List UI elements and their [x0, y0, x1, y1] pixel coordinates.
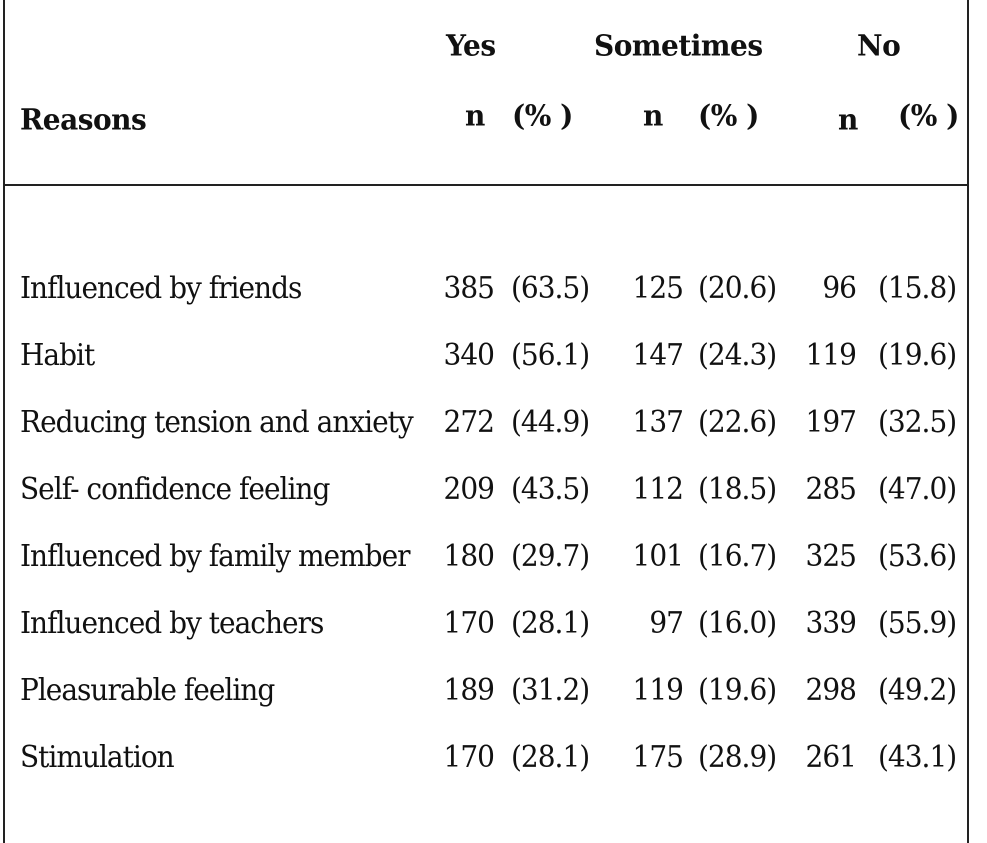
- cell-no-pct: (15.8): [878, 270, 957, 306]
- cell-yes-pct: (31.2): [511, 672, 590, 708]
- cell-yes-pct: (63.5): [511, 270, 590, 306]
- header-sometimes-n: n: [643, 98, 663, 133]
- header-no: No: [857, 28, 901, 63]
- cell-no-n: 325: [805, 538, 857, 574]
- cell-sometimes-n: 112: [632, 471, 684, 507]
- cell-yes-pct: (43.5): [511, 471, 590, 507]
- cell-no-pct: (49.2): [878, 672, 957, 708]
- cell-yes-n: 209: [443, 471, 495, 507]
- row-reason: Self- confidence feeling: [20, 471, 330, 507]
- cell-yes-n: 385: [443, 270, 495, 306]
- row-reason: Reducing tension and anxiety: [20, 404, 414, 440]
- cell-no-pct: (53.6): [878, 538, 957, 574]
- cell-sometimes-pct: (16.7): [698, 538, 777, 574]
- cell-no-n: 96: [822, 270, 857, 306]
- cell-sometimes-pct: (24.3): [698, 337, 777, 373]
- table-frame: [3, 0, 969, 843]
- header-no-n: n: [838, 102, 858, 137]
- row-reason: Influenced by family member: [20, 538, 411, 574]
- row-reason: Stimulation: [20, 739, 175, 775]
- cell-sometimes-n: 101: [632, 538, 684, 574]
- header-yes-n: n: [465, 98, 485, 133]
- row-reason: Pleasurable feeling: [20, 672, 275, 708]
- row-reason: Influenced by teachers: [20, 605, 324, 641]
- row-reason: Habit: [20, 337, 95, 373]
- cell-sometimes-pct: (19.6): [698, 672, 777, 708]
- header-sometimes-pct: (% ): [698, 98, 759, 133]
- cell-yes-pct: (56.1): [511, 337, 590, 373]
- cell-sometimes-pct: (20.6): [698, 270, 777, 306]
- header-divider: [3, 184, 969, 186]
- cell-sometimes-pct: (18.5): [698, 471, 777, 507]
- cell-sometimes-n: 119: [632, 672, 684, 708]
- cell-sometimes-pct: (16.0): [698, 605, 777, 641]
- row-reason: Influenced by friends: [20, 270, 302, 306]
- cell-yes-n: 272: [443, 404, 495, 440]
- cell-no-pct: (55.9): [878, 605, 957, 641]
- header-no-pct: (% ): [898, 98, 959, 133]
- cell-yes-n: 170: [443, 605, 495, 641]
- cell-sometimes-pct: (22.6): [698, 404, 777, 440]
- cell-yes-n: 189: [443, 672, 495, 708]
- cell-no-n: 261: [805, 739, 857, 775]
- cell-yes-n: 180: [443, 538, 495, 574]
- cell-no-n: 285: [805, 471, 857, 507]
- cell-yes-n: 170: [443, 739, 495, 775]
- cell-no-pct: (47.0): [878, 471, 957, 507]
- cell-yes-pct: (44.9): [511, 404, 590, 440]
- header-sometimes: Sometimes: [594, 28, 763, 63]
- cell-sometimes-pct: (28.9): [698, 739, 777, 775]
- cell-no-n: 119: [805, 337, 857, 373]
- cell-no-pct: (19.6): [878, 337, 957, 373]
- cell-no-n: 339: [805, 605, 857, 641]
- cell-yes-pct: (28.1): [511, 739, 590, 775]
- cell-no-n: 197: [805, 404, 857, 440]
- cell-sometimes-n: 147: [632, 337, 684, 373]
- header-yes-pct: (% ): [512, 98, 573, 133]
- cell-no-pct: (43.1): [878, 739, 957, 775]
- cell-no-pct: (32.5): [878, 404, 957, 440]
- cell-yes-pct: (28.1): [511, 605, 590, 641]
- cell-sometimes-n: 175: [632, 739, 684, 775]
- cell-sometimes-n: 137: [632, 404, 684, 440]
- header-reasons: Reasons: [20, 102, 147, 137]
- cell-sometimes-n: 97: [649, 605, 684, 641]
- header-yes: Yes: [446, 28, 496, 63]
- cell-sometimes-n: 125: [632, 270, 684, 306]
- cell-no-n: 298: [805, 672, 857, 708]
- cell-yes-n: 340: [443, 337, 495, 373]
- cell-yes-pct: (29.7): [511, 538, 590, 574]
